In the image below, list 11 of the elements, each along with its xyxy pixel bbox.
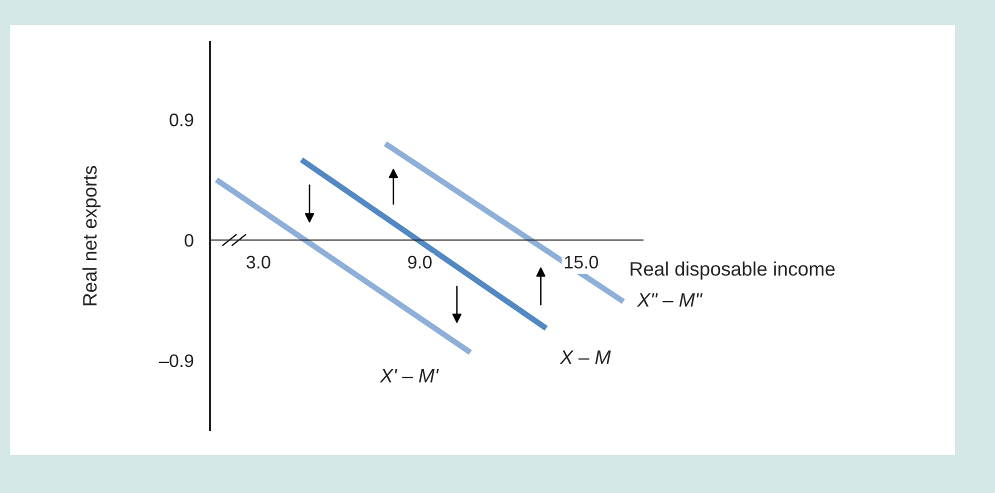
x-axis-title: Real disposable income [630,262,835,280]
series-label: X – M [560,350,611,364]
x-tick-label: 15.0 [564,256,598,269]
y-tick-label: 0.9 [170,114,194,126]
series-label: X' – M' [380,369,439,382]
series-label: X" – M" [636,293,703,307]
y-tick-label: –0.9 [158,354,194,368]
x-tick-label: 3.0 [246,256,270,269]
x-tick-label: 9.0 [408,256,432,269]
y-tick-label: 0 [184,234,194,247]
y-axis-title: Real net exports [82,166,101,306]
